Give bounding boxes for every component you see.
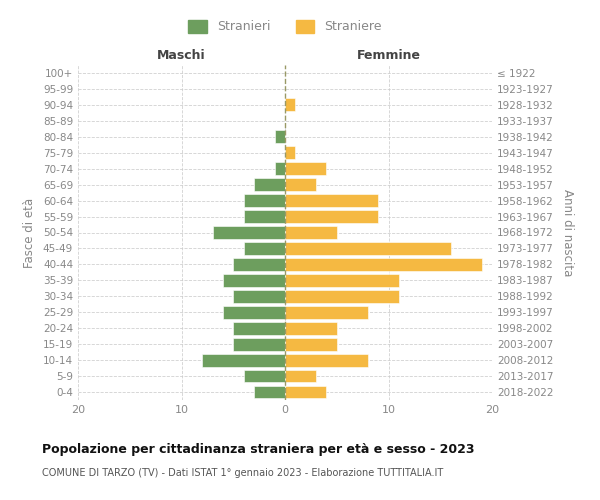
- Bar: [285, 242, 451, 255]
- Bar: [244, 370, 285, 382]
- Text: Maschi: Maschi: [157, 49, 206, 62]
- Bar: [285, 162, 326, 175]
- Bar: [244, 242, 285, 255]
- Bar: [285, 194, 378, 207]
- Bar: [285, 210, 378, 223]
- Bar: [212, 226, 285, 239]
- Bar: [244, 210, 285, 223]
- Y-axis label: Anni di nascita: Anni di nascita: [560, 189, 574, 276]
- Legend: Stranieri, Straniere: Stranieri, Straniere: [183, 14, 387, 38]
- Bar: [223, 306, 285, 318]
- Bar: [254, 386, 285, 398]
- Bar: [285, 274, 399, 286]
- Bar: [233, 290, 285, 302]
- Bar: [285, 354, 368, 366]
- Bar: [285, 322, 337, 334]
- Bar: [254, 178, 285, 191]
- Bar: [223, 274, 285, 286]
- Bar: [233, 258, 285, 271]
- Bar: [285, 258, 482, 271]
- Bar: [275, 162, 285, 175]
- Text: Femmine: Femmine: [356, 49, 421, 62]
- Bar: [285, 306, 368, 318]
- Bar: [275, 130, 285, 143]
- Bar: [285, 146, 295, 159]
- Bar: [233, 338, 285, 350]
- Bar: [244, 194, 285, 207]
- Bar: [285, 226, 337, 239]
- Bar: [202, 354, 285, 366]
- Bar: [233, 322, 285, 334]
- Bar: [285, 386, 326, 398]
- Bar: [285, 338, 337, 350]
- Bar: [285, 290, 399, 302]
- Y-axis label: Fasce di età: Fasce di età: [23, 198, 36, 268]
- Bar: [285, 370, 316, 382]
- Text: Popolazione per cittadinanza straniera per età e sesso - 2023: Popolazione per cittadinanza straniera p…: [42, 442, 475, 456]
- Bar: [285, 98, 295, 112]
- Text: COMUNE DI TARZO (TV) - Dati ISTAT 1° gennaio 2023 - Elaborazione TUTTITALIA.IT: COMUNE DI TARZO (TV) - Dati ISTAT 1° gen…: [42, 468, 443, 477]
- Bar: [285, 178, 316, 191]
